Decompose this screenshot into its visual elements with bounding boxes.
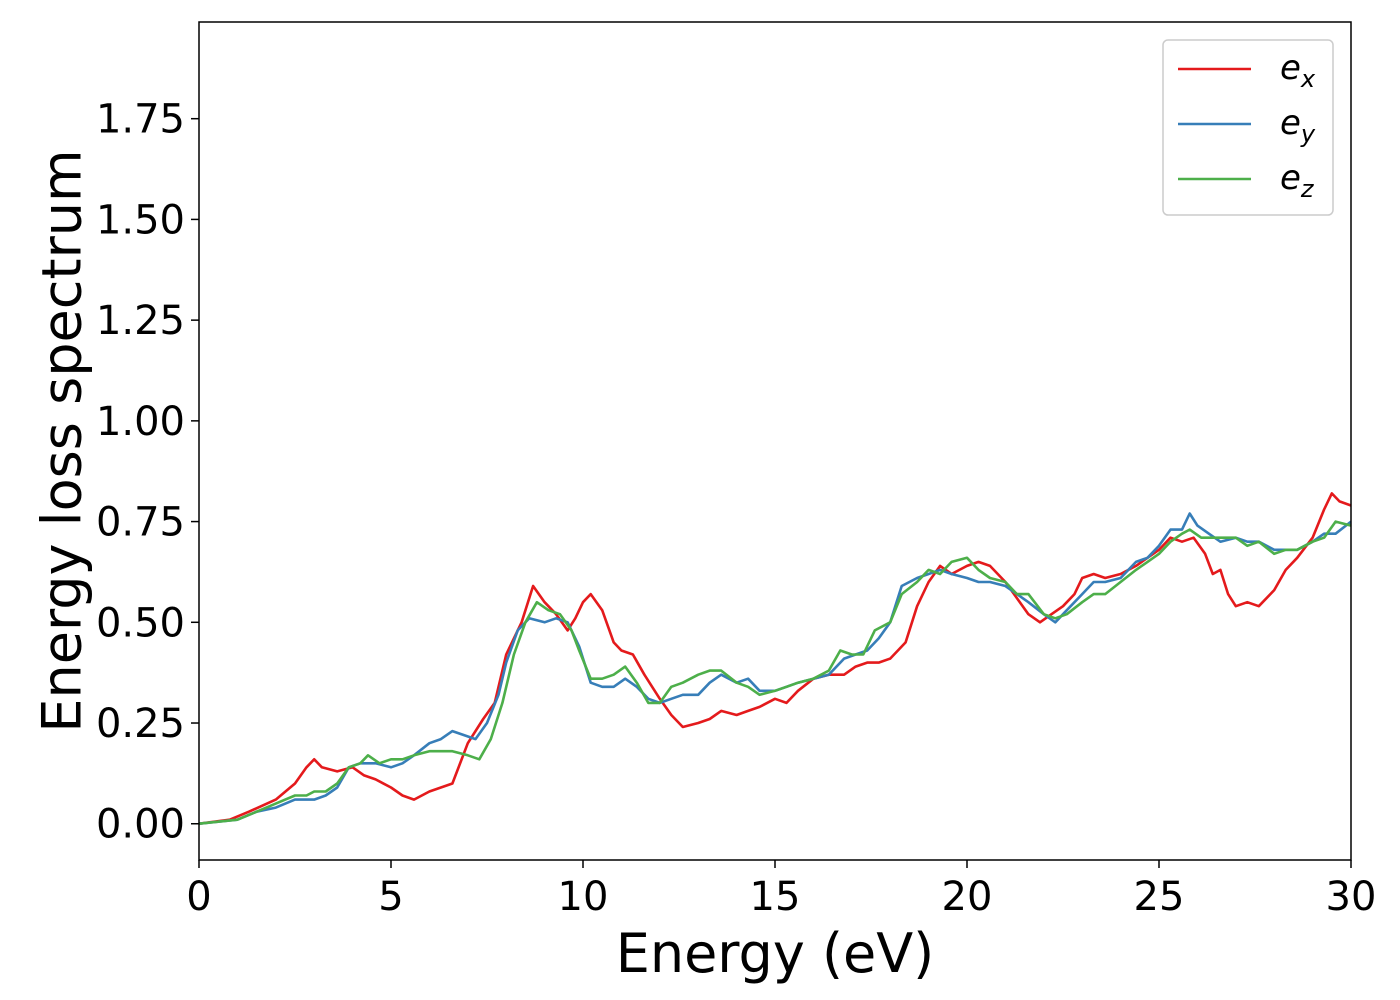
x-tick-label: 20 [942,874,993,920]
x-tick-label: 25 [1134,874,1185,920]
y-tick-label: 1.75 [96,97,185,143]
legend-label: ex [1280,48,1316,93]
x-axis-label: Energy (eV) [616,922,935,985]
y-tick-label: 1.50 [96,197,185,243]
y-axis-ticks: 0.00 0.25 0.50 0.75 1.00 1.25 1.50 1.75 [96,97,199,848]
x-axis-ticks: 0 5 10 15 20 25 30 [186,860,1376,920]
legend: ex ey ez [1162,39,1334,216]
series-layer [199,492,1351,825]
y-tick-label: 1.25 [96,298,185,344]
legend-box [1162,39,1334,216]
y-axis-label: Energy loss spectrum [31,149,94,732]
x-tick-label: 0 [186,874,211,920]
series-line-ex [199,492,1351,825]
x-tick-label: 15 [750,874,801,920]
y-tick-label: 0.00 [96,802,185,848]
y-tick-label: 1.00 [96,399,185,445]
y-tick-label: 0.50 [96,600,185,646]
x-tick-label: 10 [558,874,609,920]
y-tick-label: 0.25 [96,701,185,747]
series-line-ez [199,520,1351,825]
y-tick-label: 0.75 [96,500,185,546]
legend-label: ey [1280,103,1316,148]
x-tick-label: 30 [1326,874,1377,920]
legend-label: ez [1280,158,1315,203]
x-tick-label: 5 [378,874,403,920]
